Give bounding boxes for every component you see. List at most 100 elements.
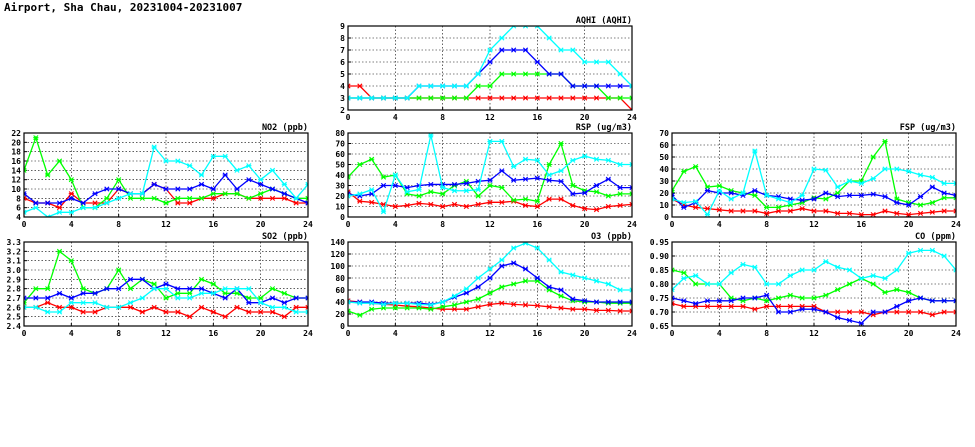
so2-x-tick-label: 0 — [22, 329, 27, 338]
so2-series-1-point — [127, 286, 134, 292]
co-series-3-point — [953, 267, 956, 273]
so2-series-2-point — [56, 290, 63, 296]
o3-series-3-point — [534, 245, 540, 251]
rsp-series-1-point — [570, 182, 576, 189]
o3-series-0-point — [487, 301, 493, 307]
rsp-series-3-point — [558, 168, 564, 174]
co-series-1-point — [870, 281, 876, 287]
aqhi-y-tick-label: 7 — [340, 46, 345, 55]
fsp-series-2-point — [681, 204, 687, 210]
rsp-series-2-point — [487, 177, 493, 183]
so2-x-tick-label: 24 — [303, 329, 313, 338]
rsp-series-0-point — [617, 202, 623, 209]
so2-series-0-point — [80, 309, 86, 315]
so2-series-3-point — [293, 309, 299, 315]
co-series-3-point — [672, 287, 675, 293]
rsp-series-1-point — [357, 161, 363, 168]
fsp-series-3-point — [870, 176, 876, 182]
no2-series-2-point — [281, 191, 287, 197]
no2-series-2-point — [175, 186, 181, 192]
no2-series-1-point — [104, 195, 110, 201]
co-series-0-point — [681, 303, 687, 309]
so2-series-0-point — [163, 309, 169, 315]
co-series-1-point — [693, 281, 699, 287]
so2-series-3-point — [45, 309, 51, 315]
aqhi-series-3-point — [416, 83, 422, 89]
co-series-2-point — [799, 306, 805, 312]
co-series-0-point — [917, 309, 924, 315]
co-series-2-point — [811, 306, 817, 312]
rsp-x-tick-label: 20 — [580, 220, 590, 229]
rsp-series-3-point — [534, 157, 540, 163]
co-series-1-point — [681, 270, 687, 276]
no2-series-3-point — [127, 191, 134, 197]
aqhi-series-2-point — [617, 83, 623, 89]
aqhi-x-tick-label: 16 — [533, 113, 543, 122]
rsp-x-tick-label: 8 — [440, 220, 445, 229]
rsp-plot-frame — [347, 132, 633, 218]
o3-series-3-point — [605, 281, 611, 287]
o3-series-1-point — [451, 302, 458, 308]
no2-series-3-point — [281, 181, 287, 187]
so2-series-3-point — [246, 286, 252, 292]
fsp-series-3-point — [787, 200, 793, 206]
no2-series-2-point — [246, 177, 252, 183]
no2-series-0-point — [187, 200, 193, 206]
co-series-3-point — [811, 267, 817, 273]
so2-series-1-point — [116, 267, 122, 273]
so2-series-0-point — [210, 309, 216, 315]
no2-series-1-point — [33, 135, 39, 141]
fsp-series-0-point — [941, 208, 947, 214]
fsp-series-2-point — [870, 191, 876, 197]
no2-series-0-point — [68, 191, 74, 197]
co-series-3-point — [941, 253, 947, 259]
so2-series-1-point — [45, 286, 51, 292]
so2-series-0-point — [45, 300, 51, 306]
rsp-series-3-point — [463, 188, 469, 194]
co-series-3-point — [693, 273, 699, 279]
so2-series-3-point — [187, 295, 193, 301]
so2-series-3-point — [281, 304, 287, 310]
fsp-series-3-point — [752, 148, 758, 154]
co-series-3-point — [846, 267, 853, 273]
no2-title: NO2 (ppb) — [262, 123, 308, 133]
aqhi-series-1-point — [487, 83, 493, 89]
no2-series-0-point — [92, 200, 98, 206]
rsp-series-3-point — [629, 161, 632, 168]
rsp-x-tick-label: 24 — [627, 220, 637, 229]
o3-series-3-point — [475, 275, 481, 281]
o3-y-tick-label: 40 — [335, 298, 345, 307]
no2-series-1-point — [234, 191, 240, 197]
aqhi-series-3-point — [451, 83, 458, 89]
co-y-tick-label: 0.65 — [650, 322, 669, 331]
aqhi-series-1-point — [428, 95, 434, 101]
co-series-3-point — [917, 247, 924, 253]
co-series-2-point — [835, 315, 841, 321]
fsp-series-1-point — [752, 192, 758, 198]
o3-y-tick-label: 120 — [331, 250, 346, 259]
co-series-2-point — [882, 309, 888, 315]
no2-series-0-point — [258, 195, 264, 201]
rsp-series-3-point — [617, 161, 623, 168]
aqhi-series-2-point — [499, 47, 505, 53]
no2-series-2-point — [151, 181, 157, 187]
rsp-series-0-point — [440, 203, 446, 210]
o3-series-3-point — [593, 278, 600, 284]
so2-series-3-point — [33, 304, 39, 310]
co-series-1-point — [672, 267, 675, 273]
aqhi-series-0-point — [357, 83, 363, 89]
rsp-series-3-point — [369, 187, 375, 193]
so2-series-2-point — [116, 286, 122, 292]
so2-series-2-point — [80, 290, 86, 296]
o3-series-3-point — [348, 299, 351, 305]
fsp-y-tick-label: 20 — [659, 189, 669, 198]
rsp-series-2-point — [511, 177, 517, 183]
co-series-3-point — [882, 275, 888, 281]
so2-series-3-point — [210, 290, 216, 296]
rsp-series-2-point — [546, 177, 552, 183]
aqhi-series-2-point — [534, 59, 540, 65]
aqhi-series-3-point — [605, 59, 611, 65]
so2-series-1-point — [163, 295, 169, 301]
aqhi-series-0-point — [522, 95, 529, 101]
so2-series-3-point — [116, 304, 122, 310]
